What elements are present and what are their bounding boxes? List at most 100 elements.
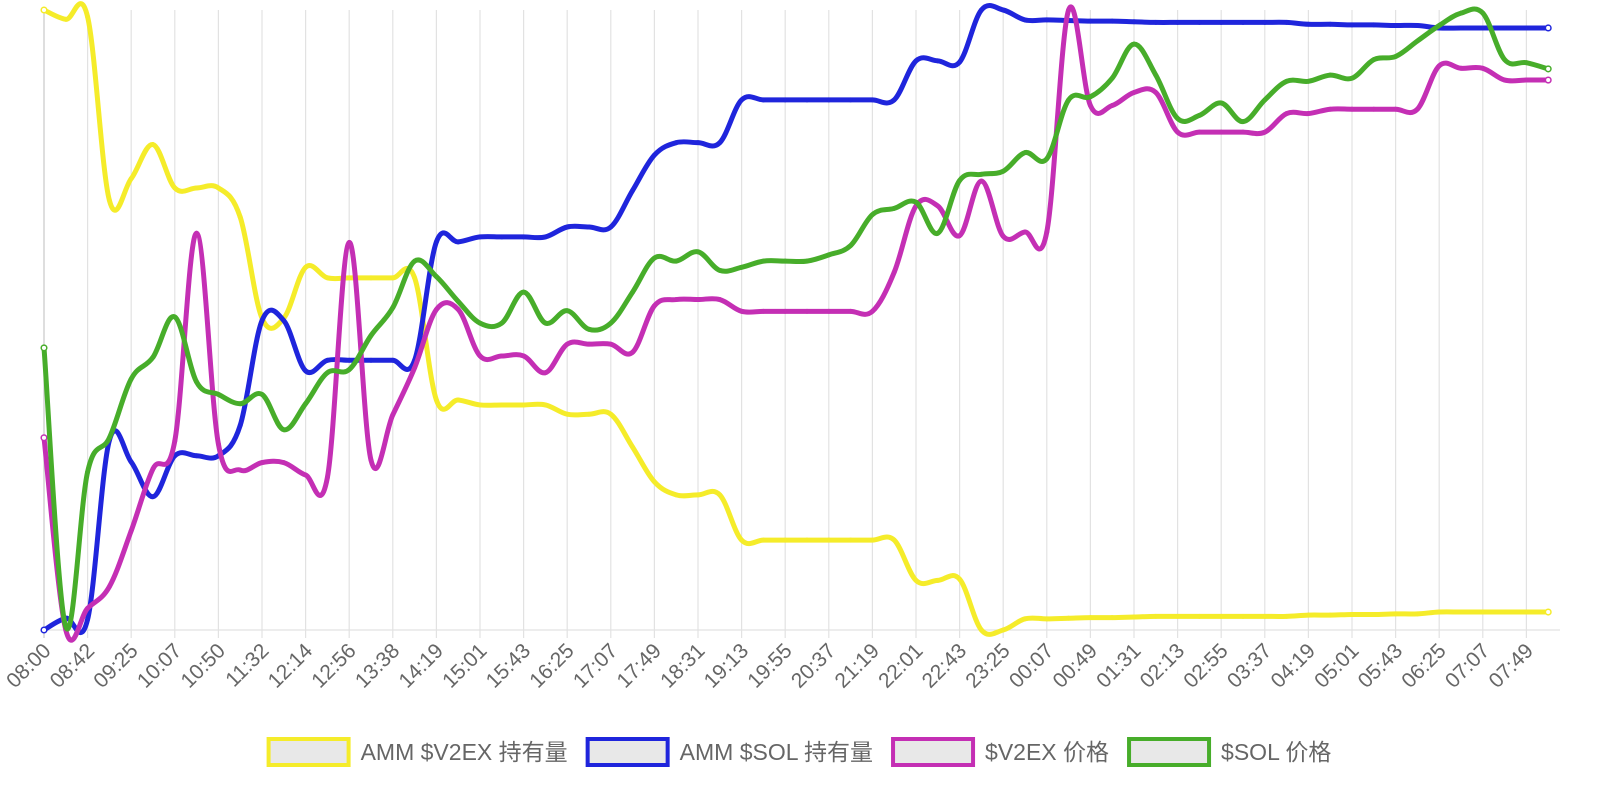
data-point[interactable] — [477, 234, 483, 240]
data-point[interactable] — [869, 212, 875, 218]
data-point[interactable] — [651, 479, 657, 485]
data-point[interactable] — [1240, 129, 1246, 135]
data-point[interactable] — [128, 376, 134, 382]
data-point[interactable] — [63, 16, 69, 22]
data-point[interactable] — [237, 401, 243, 407]
data-point[interactable] — [957, 576, 963, 582]
data-point[interactable] — [542, 370, 548, 376]
data-point[interactable] — [1175, 129, 1181, 135]
data-point[interactable] — [804, 537, 810, 543]
data-point[interactable] — [673, 297, 679, 302]
data-point[interactable] — [1305, 612, 1311, 618]
data-point[interactable] — [564, 224, 570, 230]
data-point[interactable] — [346, 275, 352, 281]
data-point[interactable] — [1480, 25, 1486, 31]
data-point[interactable] — [259, 460, 265, 466]
data-point[interactable] — [935, 203, 941, 209]
data-point[interactable] — [1327, 612, 1333, 618]
data-point[interactable] — [1393, 54, 1399, 59]
data-point[interactable] — [1393, 23, 1399, 28]
data-point[interactable] — [303, 264, 309, 270]
data-point[interactable] — [1414, 611, 1420, 617]
legend-item[interactable]: AMM $V2EX 持有量 — [266, 737, 568, 767]
data-point[interactable] — [760, 258, 766, 264]
data-point[interactable] — [1480, 65, 1486, 71]
data-point[interactable] — [1196, 19, 1202, 25]
data-point[interactable] — [564, 341, 570, 347]
data-point[interactable] — [1066, 615, 1072, 621]
data-point[interactable] — [455, 239, 461, 245]
data-point[interactable] — [1480, 609, 1486, 615]
data-point[interactable] — [1544, 608, 1552, 616]
data-point[interactable] — [433, 397, 439, 403]
data-point[interactable] — [324, 475, 330, 480]
data-point[interactable] — [651, 152, 657, 158]
data-point[interactable] — [1523, 25, 1529, 31]
data-point[interactable] — [782, 258, 788, 264]
legend[interactable]: AMM $V2EX 持有量 AMM $SOL 持有量 $V2EX 价格 $SOL 价格 — [266, 737, 1332, 767]
data-point[interactable] — [1436, 63, 1442, 69]
data-point[interactable] — [433, 239, 439, 245]
data-point[interactable] — [651, 255, 657, 261]
data-point[interactable] — [1175, 19, 1181, 25]
data-point[interactable] — [1153, 19, 1159, 25]
data-point[interactable] — [608, 411, 614, 417]
data-point[interactable] — [237, 422, 243, 428]
data-point[interactable] — [40, 626, 48, 634]
data-point[interactable] — [1502, 57, 1508, 63]
data-point[interactable] — [281, 318, 287, 324]
data-point[interactable] — [1305, 111, 1311, 116]
data-point[interactable] — [1371, 612, 1377, 617]
data-point[interactable] — [1087, 18, 1093, 24]
data-point[interactable] — [673, 258, 679, 264]
data-point[interactable] — [412, 275, 418, 281]
data-point[interactable] — [804, 258, 810, 264]
data-point[interactable] — [1458, 25, 1464, 31]
data-point[interactable] — [150, 142, 156, 147]
data-point[interactable] — [1349, 612, 1355, 617]
data-point[interactable] — [630, 444, 636, 450]
data-point[interactable] — [215, 185, 221, 191]
data-point[interactable] — [106, 435, 112, 441]
data-point[interactable] — [303, 472, 309, 478]
data-point[interactable] — [913, 199, 919, 205]
data-point[interactable] — [586, 411, 592, 417]
data-point[interactable] — [957, 233, 963, 239]
data-point[interactable] — [760, 308, 766, 314]
data-point[interactable] — [608, 341, 614, 347]
data-point[interactable] — [1240, 119, 1246, 125]
data-point[interactable] — [1022, 616, 1028, 622]
data-point[interactable] — [85, 605, 91, 611]
data-point[interactable] — [673, 492, 679, 498]
data-point[interactable] — [957, 178, 963, 183]
data-point[interactable] — [869, 537, 875, 543]
data-point[interactable] — [760, 537, 766, 543]
data-point[interactable] — [1109, 615, 1115, 621]
data-point[interactable] — [1502, 77, 1508, 83]
data-point[interactable] — [869, 308, 875, 314]
data-point[interactable] — [1022, 229, 1028, 235]
data-point[interactable] — [368, 275, 374, 281]
data-point[interactable] — [717, 140, 723, 146]
data-point[interactable] — [913, 577, 919, 583]
data-point[interactable] — [106, 197, 112, 203]
data-point[interactable] — [1196, 112, 1202, 118]
data-point[interactable] — [1414, 23, 1420, 28]
data-point[interactable] — [106, 584, 112, 590]
data-point[interactable] — [848, 97, 854, 103]
data-point[interactable] — [891, 269, 897, 275]
data-point[interactable] — [1458, 65, 1464, 71]
data-point[interactable] — [1109, 75, 1115, 81]
data-point[interactable] — [1153, 90, 1159, 95]
data-point[interactable] — [1218, 19, 1224, 25]
data-point[interactable] — [390, 412, 396, 418]
data-point[interactable] — [1393, 611, 1399, 617]
data-point[interactable] — [40, 6, 48, 14]
data-point[interactable] — [303, 368, 309, 374]
data-point[interactable] — [717, 297, 723, 302]
data-point[interactable] — [1544, 24, 1552, 32]
data-point[interactable] — [1262, 613, 1268, 619]
data-point[interactable] — [455, 307, 461, 312]
data-point[interactable] — [259, 318, 265, 324]
legend-item[interactable]: $SOL 价格 — [1127, 737, 1331, 767]
